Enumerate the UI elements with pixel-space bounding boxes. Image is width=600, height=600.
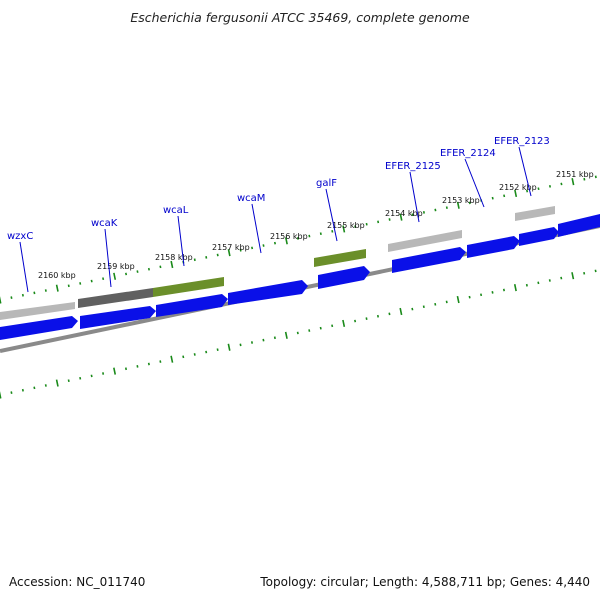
- accession-text: Accession: NC_011740: [9, 575, 146, 589]
- feature-EFER-2123[interactable]: [515, 206, 555, 221]
- map-title: Escherichia fergusonii ATCC 35469, compl…: [130, 10, 470, 25]
- gene-label-EFER-2125[interactable]: EFER_2125: [385, 161, 441, 172]
- cds-arrow[interactable]: [467, 236, 520, 258]
- cds-track: [0, 214, 600, 340]
- tick-mark: [284, 331, 288, 339]
- leader-line: [104, 228, 112, 288]
- gene-label-wcaK[interactable]: wcaK: [91, 218, 118, 229]
- leader-line: [409, 171, 420, 223]
- tick-mark: [571, 272, 575, 280]
- tick-mark: [0, 296, 2, 304]
- outer-tick-ring: [0, 175, 597, 304]
- leader-line: [19, 241, 29, 293]
- cds-arrow[interactable]: [558, 214, 600, 237]
- tick-mark: [342, 225, 346, 233]
- tick-mark: [55, 284, 59, 292]
- leader-line: [251, 203, 262, 254]
- tick-mark: [0, 391, 2, 399]
- scale-labels: 2160 kbp 2159 kbp 2158 kbp 2157 kbp 2156…: [38, 170, 594, 280]
- leader-line: [464, 158, 485, 208]
- tick-mark: [456, 295, 460, 304]
- scale-label: 2157 kbp: [212, 243, 250, 252]
- gene-label-EFER-2123[interactable]: EFER_2123: [494, 136, 550, 147]
- gene-leaders: [19, 146, 532, 293]
- tick-mark: [113, 367, 117, 375]
- tick-mark: [55, 379, 59, 387]
- tick-mark: [170, 355, 174, 363]
- leader-line: [177, 215, 185, 267]
- scale-label: 2153 kbp: [442, 196, 480, 205]
- gene-label-wzxC[interactable]: wzxC: [7, 231, 33, 242]
- gene-label-galF[interactable]: galF: [316, 178, 337, 189]
- feature-wzxC[interactable]: [0, 302, 75, 320]
- feature-EFER-2125[interactable]: [388, 230, 462, 252]
- gene-labels: wzxC wcaK wcaL wcaM galF EFER_2125 EFER_…: [7, 136, 550, 242]
- feature-galF[interactable]: [314, 249, 366, 267]
- tick-mark: [284, 237, 288, 245]
- scale-label: 2159 kbp: [97, 262, 135, 271]
- inner-tick-ring: [0, 269, 597, 399]
- cds-arrow[interactable]: [318, 266, 370, 289]
- scale-label: 2155 kbp: [327, 221, 365, 230]
- gene-label-wcaM[interactable]: wcaM: [237, 193, 265, 204]
- feature-wcaK[interactable]: [78, 288, 153, 308]
- gene-label-wcaL[interactable]: wcaL: [163, 205, 189, 216]
- tick-mark: [227, 343, 231, 351]
- feature-track: [0, 206, 555, 320]
- cds-arrow[interactable]: [519, 227, 559, 246]
- feature-wcaL[interactable]: [153, 277, 224, 297]
- gene-label-EFER-2124[interactable]: EFER_2124: [440, 148, 496, 159]
- tick-mark: [399, 307, 403, 316]
- tick-mark: [170, 260, 174, 269]
- scale-label: 2152 kbp: [499, 183, 537, 192]
- tick-mark: [513, 284, 517, 292]
- tick-mark: [456, 201, 460, 209]
- tick-mark: [514, 189, 518, 198]
- scale-label: 2154 kbp: [385, 209, 423, 218]
- leader-line: [325, 188, 338, 242]
- genome-summary-text: Topology: circular; Length: 4,588,711 bp…: [260, 575, 590, 589]
- cds-arrow[interactable]: [156, 294, 228, 317]
- scale-label: 2156 kbp: [270, 232, 308, 241]
- tick-mark: [342, 319, 346, 328]
- cds-arrow[interactable]: [0, 316, 78, 340]
- tick-mark: [227, 249, 231, 257]
- tick-mark: [571, 178, 575, 186]
- cds-arrow[interactable]: [228, 280, 308, 305]
- cds-arrow[interactable]: [80, 306, 156, 329]
- tick-mark: [399, 213, 403, 221]
- scale-label: 2160 kbp: [38, 271, 76, 280]
- scale-label: 2151 kbp: [556, 170, 594, 179]
- tick-mark: [113, 272, 117, 280]
- cds-arrow[interactable]: [392, 247, 466, 273]
- leader-line: [518, 146, 532, 197]
- scale-label: 2158 kbp: [155, 253, 193, 262]
